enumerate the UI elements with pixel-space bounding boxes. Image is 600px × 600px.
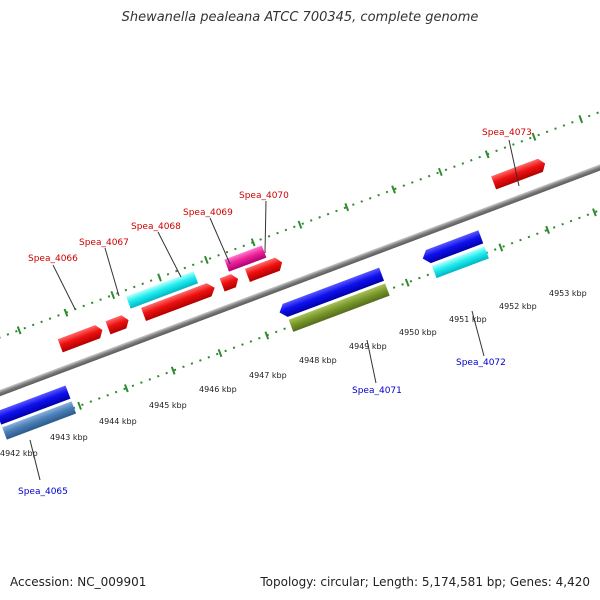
kbp-label-4943: 4943 kbp xyxy=(50,433,88,442)
map-title: Shewanella pealeana ATCC 700345, complet… xyxy=(121,10,479,25)
gene-label-spea-4069: Spea_4069 xyxy=(183,208,233,218)
gene-spea-4070[interactable] xyxy=(244,256,285,282)
gene-cyan-4068-row2[interactable] xyxy=(126,271,199,309)
gene-spea-4068[interactable] xyxy=(141,281,217,322)
gene-label-spea-4073: Spea_4073 xyxy=(482,128,532,138)
gene-cyan-4072-row2[interactable] xyxy=(431,246,489,279)
accession-text: Accession: NC_009901 xyxy=(10,575,147,589)
kbp-label-4952: 4952 kbp xyxy=(499,302,537,311)
kbp-label-4953: 4953 kbp xyxy=(549,289,587,298)
kbp-label-4948: 4948 kbp xyxy=(299,356,337,365)
kbp-label-4950: 4950 kbp xyxy=(399,328,437,337)
gene-spea-4071[interactable] xyxy=(277,267,385,319)
kbp-label-4949: 4949 kbp xyxy=(349,342,387,351)
gene-steel-4065-row2[interactable] xyxy=(2,401,77,440)
gene-label-spea-4072: Spea_4072 xyxy=(456,358,506,368)
forward-major-ticks xyxy=(16,115,584,335)
genome-summary-text: Topology: circular; Length: 5,174,581 bp… xyxy=(260,575,590,589)
label-leaders xyxy=(29,139,520,481)
gene-label-spea-4067: Spea_4067 xyxy=(79,238,129,248)
gene-label-spea-4070: Spea_4070 xyxy=(239,191,289,201)
kbp-label-4942: 4942 kbp xyxy=(0,449,38,458)
gene-spea-4069[interactable] xyxy=(219,272,241,292)
gene-label-spea-4068: Spea_4068 xyxy=(131,222,181,232)
genome-backbone xyxy=(0,143,600,403)
gene-label-spea-4071: Spea_4071 xyxy=(352,386,402,396)
gene-spea-4065[interactable] xyxy=(0,385,71,425)
gene-label-spea-4066: Spea_4066 xyxy=(28,254,78,264)
kbp-label-4945: 4945 kbp xyxy=(149,401,187,410)
gene-label-spea-4065: Spea_4065 xyxy=(18,487,68,497)
gene-spea-4073[interactable] xyxy=(491,157,547,190)
gene-olive-4071-row2[interactable] xyxy=(288,283,390,332)
kbp-label-4951: 4951 kbp xyxy=(449,315,487,324)
kbp-label-4944: 4944 kbp xyxy=(99,417,137,426)
gene-spea-4072[interactable] xyxy=(420,230,484,265)
kbp-label-4947: 4947 kbp xyxy=(249,371,287,380)
kbp-label-4946: 4946 kbp xyxy=(199,385,237,394)
genome-track xyxy=(0,97,600,440)
gene-magenta-4070-row2[interactable] xyxy=(224,245,267,272)
gene-spea-4067[interactable] xyxy=(105,314,132,335)
gene-spea-4066[interactable] xyxy=(57,323,105,353)
